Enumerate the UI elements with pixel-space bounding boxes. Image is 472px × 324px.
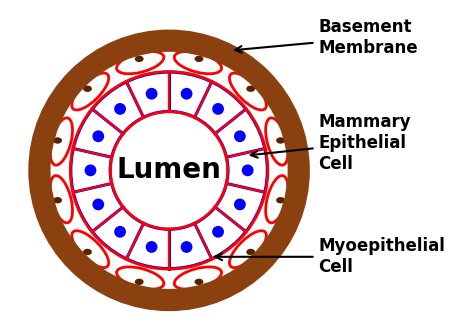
Ellipse shape bbox=[194, 56, 203, 62]
Ellipse shape bbox=[174, 267, 221, 289]
Text: Lumen: Lumen bbox=[117, 156, 221, 184]
Ellipse shape bbox=[83, 86, 92, 92]
Circle shape bbox=[114, 226, 126, 238]
Circle shape bbox=[181, 241, 193, 253]
Ellipse shape bbox=[266, 176, 288, 223]
Ellipse shape bbox=[276, 197, 285, 203]
Ellipse shape bbox=[229, 231, 266, 268]
Circle shape bbox=[146, 241, 158, 253]
Ellipse shape bbox=[50, 118, 73, 165]
Ellipse shape bbox=[72, 73, 109, 110]
Ellipse shape bbox=[276, 137, 285, 144]
Ellipse shape bbox=[246, 86, 255, 92]
Ellipse shape bbox=[174, 52, 221, 74]
Ellipse shape bbox=[246, 249, 255, 255]
Circle shape bbox=[93, 130, 104, 142]
Circle shape bbox=[212, 103, 224, 115]
Circle shape bbox=[93, 199, 104, 210]
Ellipse shape bbox=[266, 118, 288, 165]
Text: Mammary
Epithelial
Cell: Mammary Epithelial Cell bbox=[251, 113, 411, 173]
Circle shape bbox=[146, 88, 158, 99]
Ellipse shape bbox=[194, 279, 203, 285]
Circle shape bbox=[84, 165, 96, 176]
Ellipse shape bbox=[135, 56, 143, 62]
Ellipse shape bbox=[117, 267, 164, 289]
Circle shape bbox=[234, 199, 246, 210]
Ellipse shape bbox=[83, 249, 92, 255]
Text: Myoepithelial
Cell: Myoepithelial Cell bbox=[215, 237, 445, 276]
Circle shape bbox=[110, 111, 228, 229]
Ellipse shape bbox=[50, 176, 73, 223]
Circle shape bbox=[212, 226, 224, 238]
Ellipse shape bbox=[229, 73, 266, 110]
Circle shape bbox=[38, 40, 300, 301]
Ellipse shape bbox=[135, 279, 143, 285]
Circle shape bbox=[42, 43, 297, 298]
Ellipse shape bbox=[53, 197, 62, 203]
Ellipse shape bbox=[117, 52, 164, 74]
Ellipse shape bbox=[53, 137, 62, 144]
Text: Basement
Membrane: Basement Membrane bbox=[235, 18, 418, 57]
Circle shape bbox=[114, 103, 126, 115]
Ellipse shape bbox=[72, 231, 109, 268]
Circle shape bbox=[234, 130, 246, 142]
Circle shape bbox=[181, 88, 193, 99]
Circle shape bbox=[242, 165, 253, 176]
